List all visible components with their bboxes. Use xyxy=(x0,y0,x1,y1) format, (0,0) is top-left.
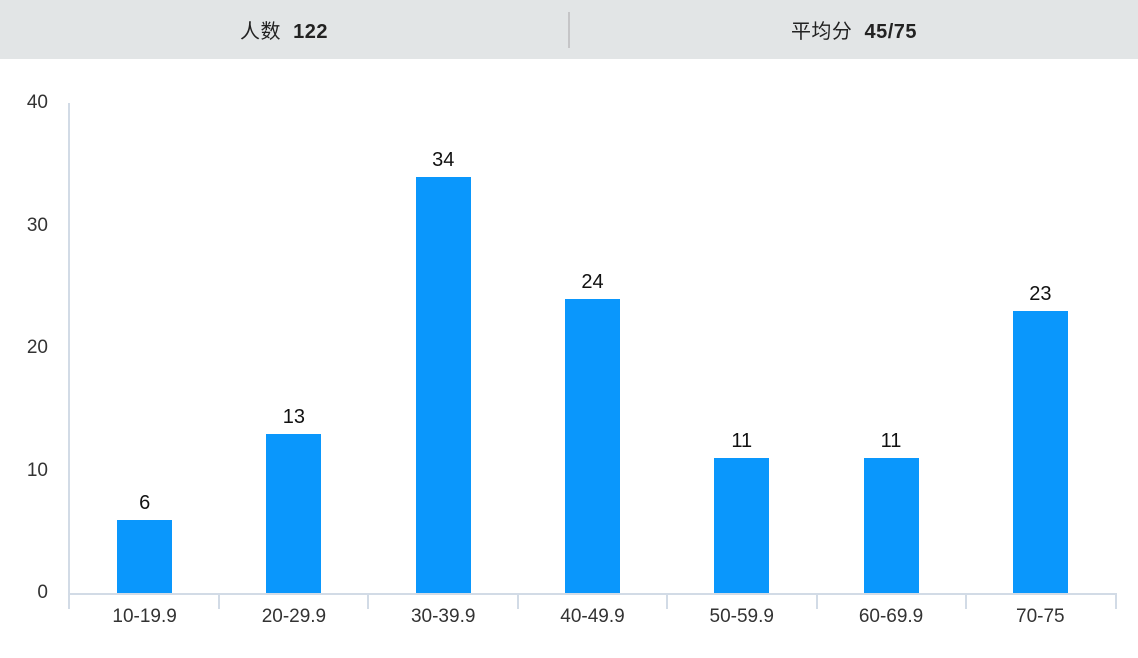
bar-value-label: 11 xyxy=(731,430,753,453)
bar-column-20-29.9: 13 xyxy=(219,103,368,593)
stat-student-count-label: 人数 xyxy=(240,21,282,43)
x-axis-tick xyxy=(666,593,669,609)
y-tick-label: 20 xyxy=(26,337,48,358)
bar-column-60-69.9: 11 xyxy=(816,103,965,593)
stat-average-score-value: 45/75 xyxy=(864,21,918,43)
stat-student-count-value: 122 xyxy=(293,21,328,43)
bar-value-label: 34 xyxy=(432,148,455,171)
y-tick-label: 40 xyxy=(26,92,48,113)
stat-student-count: 人数 122 xyxy=(0,15,568,44)
stat-average-score-label: 平均分 xyxy=(790,21,853,43)
y-tick-label: 30 xyxy=(26,214,48,236)
x-tick-label: 40-49.9 xyxy=(560,606,625,627)
y-tick-label: 0 xyxy=(37,582,48,603)
score-distribution-chart: 40 30 20 10 0 6 13 34 24 11 11 23 10-19.9 20-29.9 30… xyxy=(0,59,1138,658)
x-axis-tick xyxy=(217,593,220,609)
x-axis-tick xyxy=(965,593,968,609)
stat-average-score: 平均分 45/75 xyxy=(570,15,1138,44)
x-tick-label: 60-69.9 xyxy=(858,606,924,627)
stats-header: 人数 122 平均分 45/75 xyxy=(0,0,1138,59)
bar-column-50-59.9: 11 xyxy=(667,103,816,593)
x-axis-tick xyxy=(1115,593,1117,609)
bar-40-49.9[interactable] xyxy=(564,299,620,593)
y-tick-label: 10 xyxy=(26,459,48,481)
bar-value-label: 13 xyxy=(282,405,306,428)
y-axis-labels: 40 30 20 10 0 xyxy=(0,59,48,658)
x-axis-tick xyxy=(516,593,519,609)
bar-value-label: 6 xyxy=(139,491,151,514)
bar-60-69.9[interactable] xyxy=(863,458,919,593)
x-tick-label: 20-29.9 xyxy=(261,606,327,627)
bar-10-19.9[interactable] xyxy=(117,519,173,593)
x-axis-labels: 10-19.9 20-29.9 30-39.9 40-49.9 50-59.9 60-69… xyxy=(70,606,1115,632)
bar-column-30-39.9: 34 xyxy=(369,103,518,593)
plot-area: 6 13 34 24 11 11 23 xyxy=(70,103,1115,593)
bar-70-75[interactable] xyxy=(1012,311,1068,593)
bar-30-39.9[interactable] xyxy=(415,176,471,593)
x-tick-label: 70-75 xyxy=(1016,606,1065,627)
bar-column-40-49.9: 24 xyxy=(518,103,667,593)
bar-value-label: 23 xyxy=(1029,283,1052,306)
x-tick-label: 30-39.9 xyxy=(410,606,476,627)
bar-value-label: 11 xyxy=(880,430,902,453)
bar-50-59.9[interactable] xyxy=(714,458,770,593)
x-tick-label: 10-19.9 xyxy=(112,606,177,627)
x-axis-tick xyxy=(367,593,370,609)
bar-column-10-19.9: 6 xyxy=(70,103,219,593)
bar-column-70-75: 23 xyxy=(966,103,1115,593)
y-axis-line xyxy=(68,103,70,609)
x-axis-tick xyxy=(815,593,818,609)
x-axis-line xyxy=(68,593,1117,595)
bar-20-29.9[interactable] xyxy=(266,433,322,593)
x-tick-label: 50-59.9 xyxy=(709,606,774,627)
bar-value-label: 24 xyxy=(581,271,604,293)
header-divider xyxy=(568,11,570,48)
